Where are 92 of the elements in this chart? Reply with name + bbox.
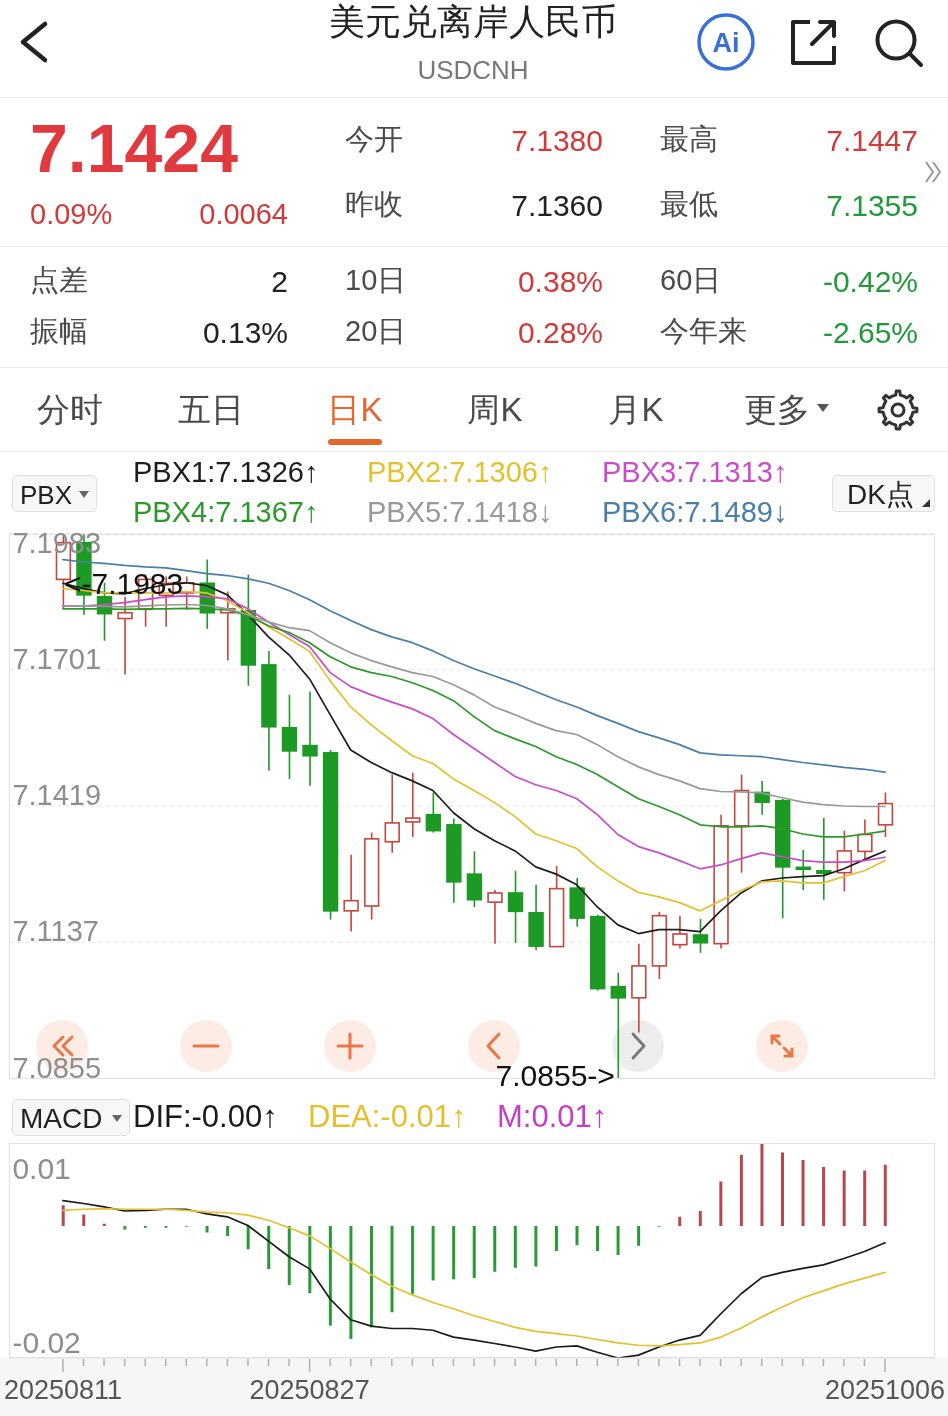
text: 7.1424 [30,109,238,186]
text: 日K [327,390,383,429]
text: 2 [271,264,288,298]
text: 昨收 [345,188,403,221]
bar [246,1226,250,1250]
text: 7.1380 [511,123,603,157]
legend-title: MACD [20,1102,103,1134]
y-tick-label: 0.01 [12,1151,71,1185]
text: 最低 [660,188,718,221]
text: 五日 [178,390,244,429]
bar [369,1226,373,1328]
legend-title: PBX [20,479,73,510]
text: PBX1:7.1326↑ [133,456,319,489]
bar [534,1226,538,1267]
text: -0.42% [822,264,918,298]
text: USDCNH [417,54,529,85]
bar [82,1214,86,1227]
bar [801,1160,805,1227]
text: 今年来 [660,315,747,348]
bar [493,1226,497,1272]
text: 更多 [744,390,810,429]
bar [513,1226,517,1268]
text: -2.65% [822,315,918,349]
bar [678,1216,682,1227]
bar [390,1226,394,1313]
text: PBX2:7.1306↑ [367,456,553,489]
text: 7.1355 [826,188,918,222]
bar [637,1226,641,1246]
text: 月K [608,390,664,429]
bar [61,1205,65,1227]
text: 0.38% [517,264,603,298]
text: 最高 [660,123,718,156]
bar [883,1164,887,1227]
text: 美元兑离岸人民币 [329,1,617,43]
dropdown-box: MACD [12,1099,130,1136]
bar [411,1226,415,1294]
bar [616,1226,620,1255]
bar [287,1226,291,1286]
bar [123,1226,127,1230]
text: DEA:-0.01↑ [308,1098,467,1135]
bar [554,1226,558,1251]
bar [431,1226,435,1281]
bar [226,1226,230,1236]
text: PBX3:7.1313↑ [602,456,788,489]
text: PBX4:7.1367↑ [133,496,319,529]
text: 0.09% [30,198,113,231]
bar [308,1226,312,1294]
annotation: 7.0855-> [495,1058,615,1091]
text: PBX5:7.1418↓ [367,496,553,529]
bar [596,1226,600,1251]
text: 点差 [30,264,88,297]
text: 今开 [345,123,403,156]
bar [205,1226,209,1233]
text: M:0.01↑ [497,1098,608,1135]
bar [472,1226,476,1279]
bar [822,1167,826,1227]
bar [739,1154,743,1227]
bar [780,1152,784,1227]
bar [575,1226,579,1246]
text: 7.1360 [511,188,603,222]
bar [863,1170,867,1227]
bar [328,1226,332,1326]
y-tick-label: -0.02 [12,1325,81,1359]
text: 分时 [37,390,103,429]
bar [719,1181,723,1227]
bar [760,1143,764,1227]
x-tick-label: 20250827 [249,1375,370,1405]
ai-icon: Ai [697,13,755,71]
y-tick-label: 7.0855 [12,1051,102,1084]
text: DIF:-0.00↑ [133,1098,278,1135]
x-tick-label: 20250811 [3,1375,123,1405]
y-tick-label: 7.1701 [12,642,102,675]
text: 0.13% [202,315,288,349]
text: PBX6:7.1489↓ [602,496,788,529]
bar [452,1226,456,1280]
text: 10日 [345,264,407,297]
y-tick-label: 7.1137 [12,915,99,948]
text: 周K [467,390,523,429]
y-tick-label: 7.1419 [12,779,102,811]
bar [349,1226,353,1339]
text: 0.0064 [199,198,288,231]
text: 7.1447 [826,123,918,157]
bar [698,1211,702,1227]
button-box: DK点 [832,475,935,512]
bar [267,1226,271,1269]
dropdown-box: PBX [12,475,97,512]
text: 60日 [660,264,722,297]
text: 20日 [345,315,407,348]
text: 0.28% [517,315,603,349]
bar [842,1170,846,1227]
text: 振幅 [30,315,88,348]
x-tick-label: 20251006 [824,1375,946,1405]
